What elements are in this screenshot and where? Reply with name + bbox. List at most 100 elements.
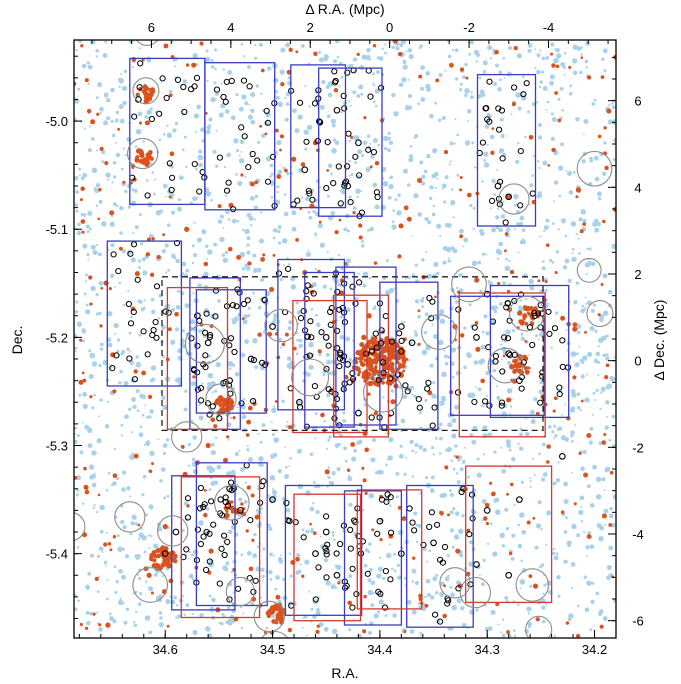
member-galaxy-circle (523, 80, 530, 87)
field-galaxy-point (608, 104, 611, 107)
field-galaxy-point (365, 166, 371, 173)
field-galaxy-point (367, 630, 373, 636)
field-galaxy-point (318, 50, 321, 54)
field-galaxy-point (133, 621, 136, 624)
field-galaxy-point (85, 280, 88, 283)
field-galaxy-point (587, 261, 592, 266)
red-galaxy-point (382, 360, 386, 365)
field-galaxy-point (179, 175, 184, 181)
field-galaxy-point (329, 287, 333, 291)
field-galaxy-point (458, 228, 464, 234)
red-galaxy-point (279, 134, 285, 139)
field-galaxy-point (215, 361, 221, 368)
field-galaxy-point (85, 303, 89, 307)
red-galaxy-point (82, 378, 87, 383)
field-galaxy-point (269, 577, 273, 581)
member-galaxy-circle (203, 566, 210, 574)
field-galaxy-point (192, 196, 198, 202)
red-galaxy-point (97, 493, 101, 497)
field-galaxy-point (147, 439, 150, 443)
field-galaxy-point (544, 603, 548, 606)
field-galaxy-point (125, 607, 130, 611)
group-circle (157, 515, 189, 547)
bottom-axis-title: R.A. (331, 665, 358, 681)
field-galaxy-point (521, 228, 526, 233)
field-galaxy-point (128, 350, 131, 353)
field-galaxy-point (490, 609, 496, 615)
field-galaxy-point (435, 573, 439, 577)
field-galaxy-point (519, 446, 524, 451)
field-galaxy-point (207, 633, 213, 638)
field-galaxy-point (269, 175, 272, 178)
field-galaxy-point (489, 57, 493, 60)
red-galaxy-point (160, 562, 166, 568)
member-galaxy-circle (331, 68, 338, 75)
field-galaxy-point (87, 82, 90, 85)
member-galaxy-circle (323, 365, 330, 372)
field-galaxy-point (183, 135, 187, 139)
field-galaxy-point (181, 528, 185, 533)
field-galaxy-point (148, 630, 153, 635)
field-galaxy-point (309, 452, 314, 457)
red-galaxy-point (397, 51, 403, 57)
field-galaxy-point (165, 195, 168, 198)
field-galaxy-point (543, 230, 546, 233)
member-galaxy-circle (344, 163, 351, 170)
field-galaxy-point (348, 357, 352, 362)
field-galaxy-point (439, 400, 445, 406)
field-galaxy-point (130, 431, 134, 434)
field-galaxy-point (377, 566, 383, 572)
red-galaxy-point (506, 630, 511, 635)
member-galaxy-circle (269, 496, 276, 503)
field-galaxy-point (99, 398, 103, 402)
field-galaxy-point (400, 41, 404, 45)
red-galaxy-point (355, 350, 361, 356)
red-galaxy-point (134, 157, 140, 163)
red-galaxy-point (545, 243, 550, 247)
red-galaxy-point (168, 195, 172, 199)
member-galaxy-circle (454, 389, 462, 396)
red-galaxy-point (86, 108, 92, 114)
field-galaxy-point (124, 554, 130, 559)
field-galaxy-point (500, 133, 505, 139)
field-galaxy-point (441, 396, 447, 402)
member-galaxy-circle (306, 190, 313, 197)
red-galaxy-point (167, 327, 172, 332)
field-galaxy-point (218, 112, 224, 118)
field-galaxy-point (174, 65, 177, 68)
field-galaxy-point (172, 128, 177, 133)
red-galaxy-point (186, 504, 190, 508)
member-galaxy-circle (334, 288, 341, 295)
red-galaxy-point (381, 349, 386, 354)
field-galaxy-point (270, 420, 273, 423)
field-galaxy-point (181, 329, 186, 333)
field-galaxy-point (118, 381, 122, 385)
red-galaxy-point (144, 161, 150, 167)
field-galaxy-point (347, 100, 351, 103)
field-galaxy-point (553, 555, 559, 561)
field-galaxy-point (605, 353, 609, 357)
field-galaxy-point (236, 280, 239, 282)
field-galaxy-point (195, 62, 199, 67)
red-galaxy-point (439, 511, 444, 516)
red-galaxy-point (546, 444, 551, 449)
field-galaxy-point (474, 166, 477, 169)
red-galaxy-point (357, 370, 362, 374)
red-galaxy-point (402, 360, 407, 365)
field-galaxy-point (466, 109, 472, 114)
member-galaxy-circle (217, 496, 224, 503)
field-galaxy-point (556, 53, 562, 59)
field-galaxy-point (557, 165, 564, 171)
field-galaxy-point (455, 286, 459, 290)
red-galaxy-point (509, 269, 515, 275)
field-galaxy-point (138, 213, 142, 216)
field-galaxy-point (177, 198, 182, 202)
field-galaxy-point (538, 452, 541, 456)
field-galaxy-point (197, 283, 202, 288)
field-galaxy-point (506, 387, 513, 394)
red-galaxy-point (260, 68, 265, 73)
field-galaxy-point (426, 154, 431, 159)
field-galaxy-point (241, 267, 246, 271)
group-circle (291, 358, 330, 397)
field-galaxy-point (554, 433, 558, 438)
